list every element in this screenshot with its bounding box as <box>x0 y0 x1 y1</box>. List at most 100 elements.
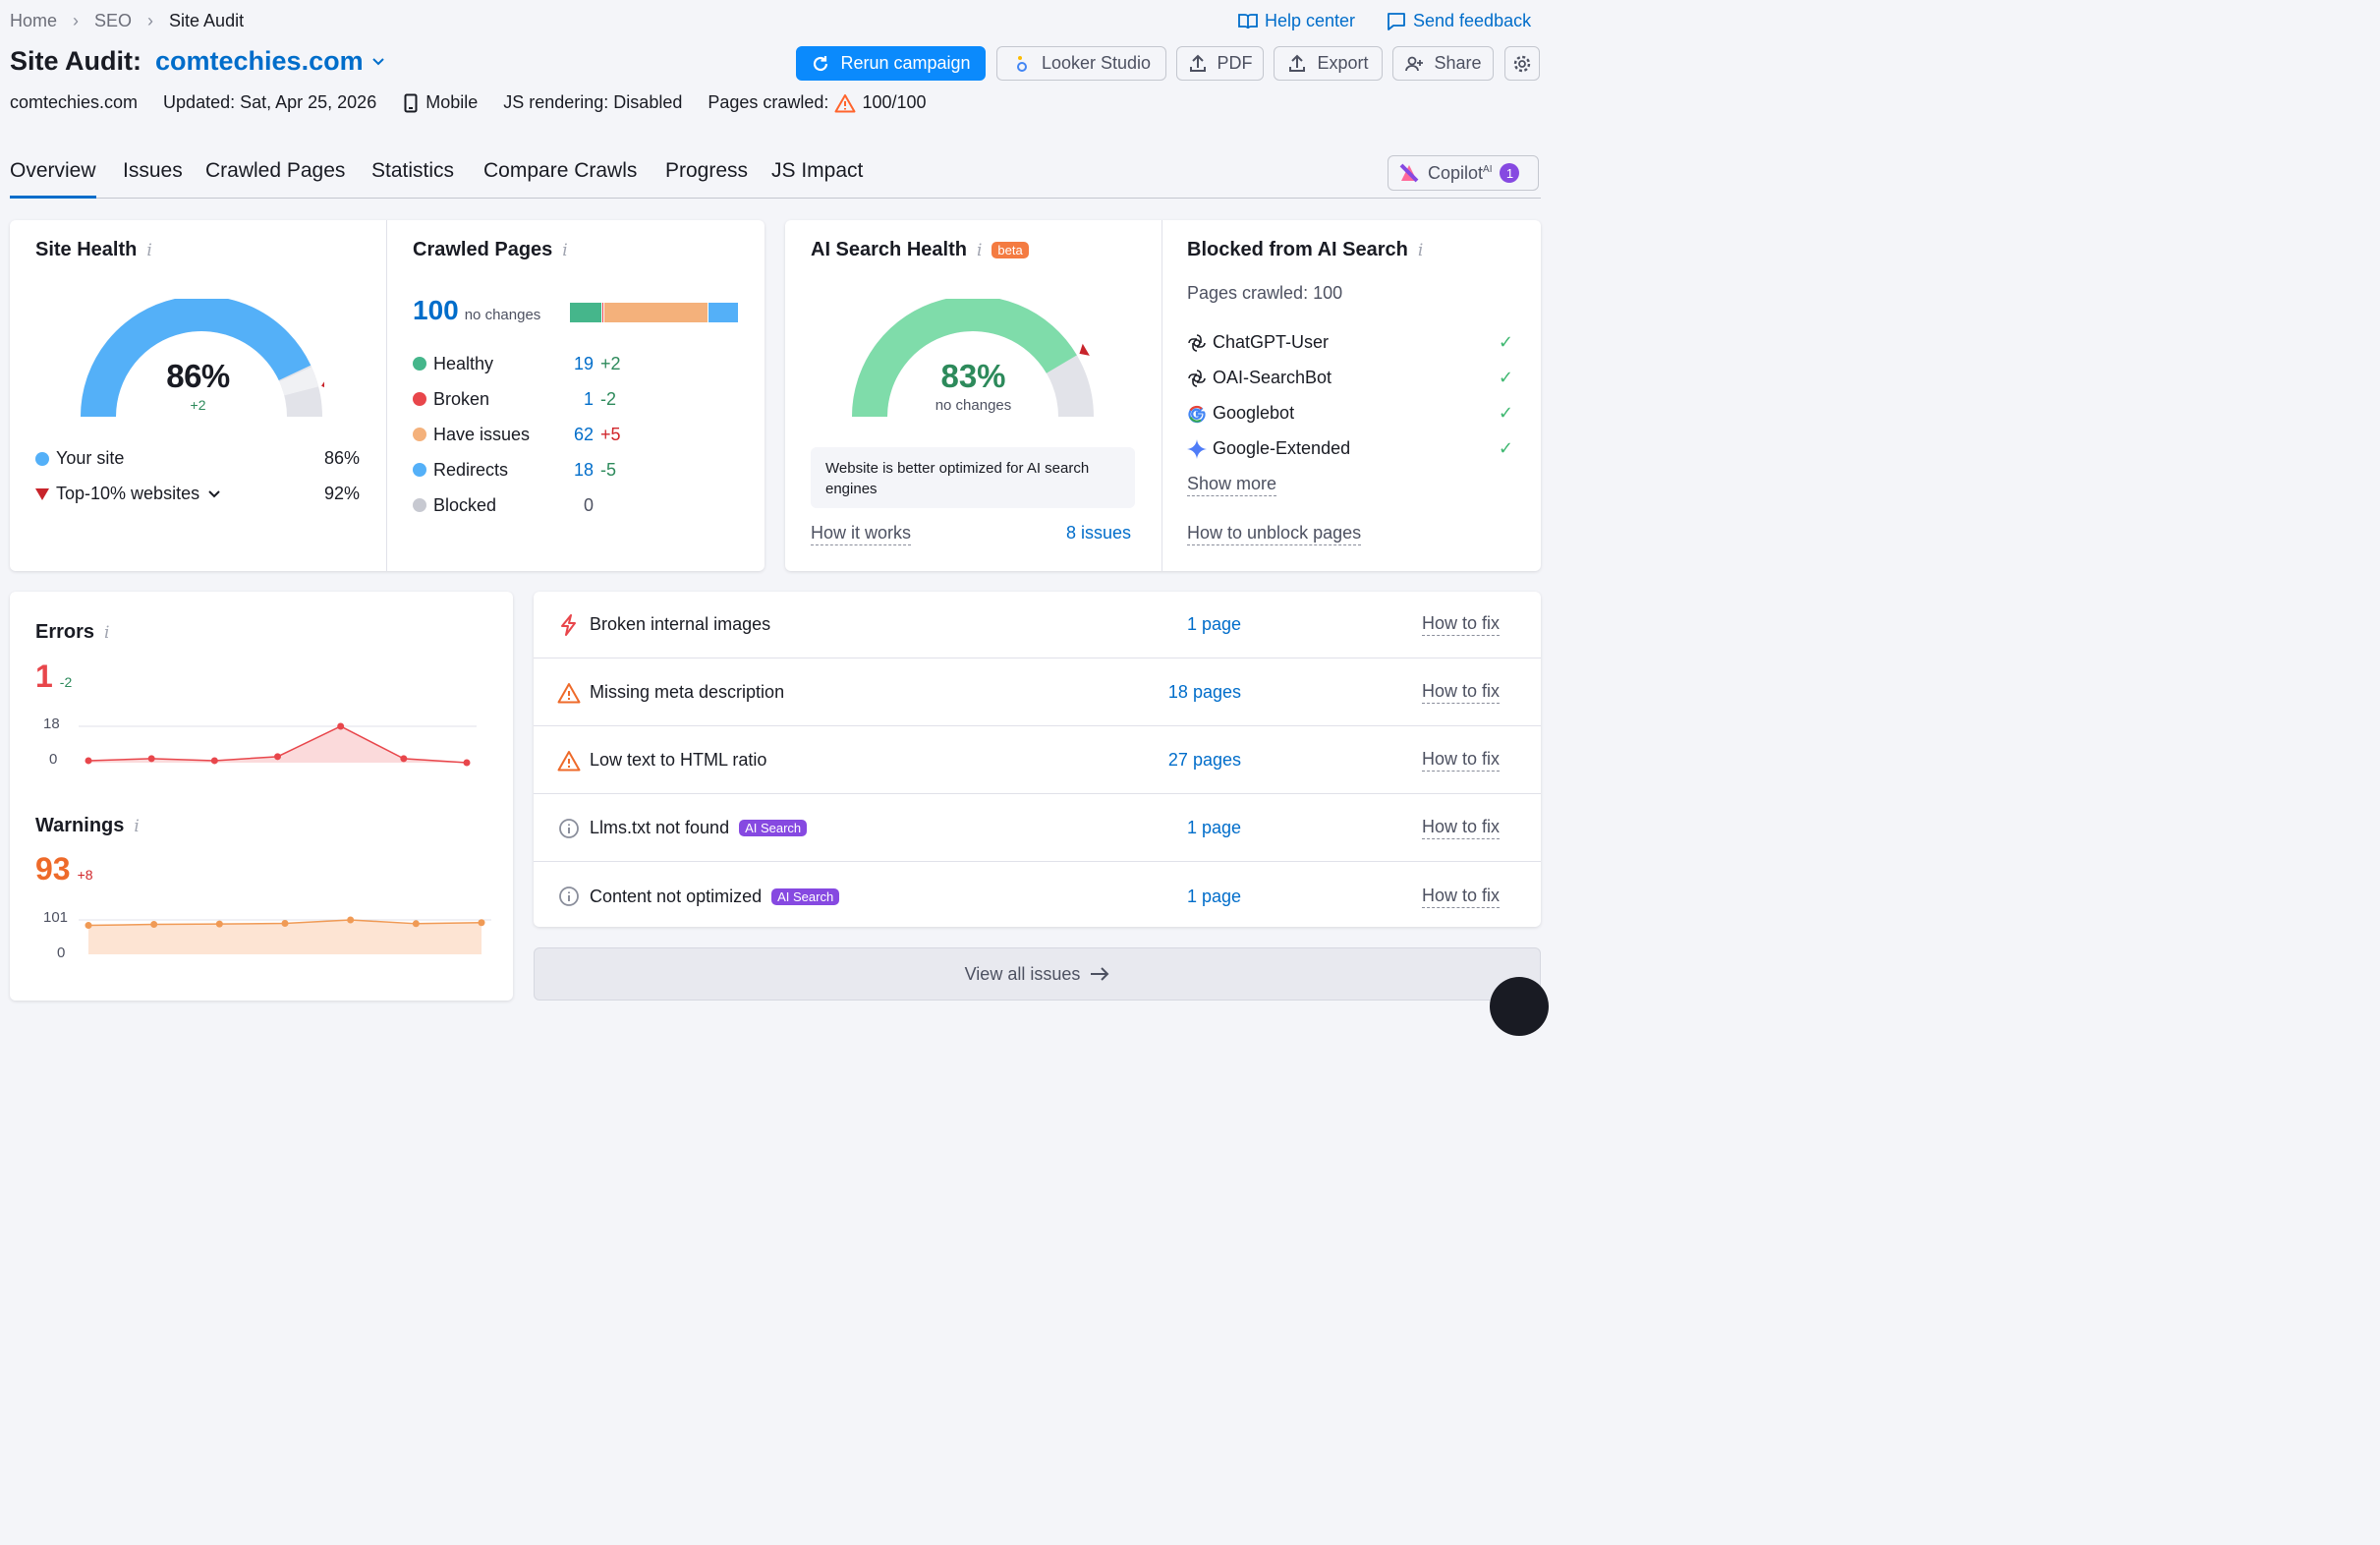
issue-label[interactable]: Missing meta description <box>590 682 785 702</box>
meta-device-label: Mobile <box>425 92 479 112</box>
show-more-link[interactable]: Show more <box>1187 474 1277 496</box>
errors-value[interactable]: 1 <box>35 658 53 694</box>
legend-dot <box>413 428 426 441</box>
crawled-row-count[interactable]: 1 <box>583 388 594 409</box>
tab-progress[interactable]: Progress <box>665 159 748 199</box>
chat-widget-button[interactable] <box>1490 977 1549 1036</box>
how-to-fix-link[interactable]: How to fix <box>1421 817 1500 839</box>
chart-point[interactable] <box>210 757 218 765</box>
legend-your-site-label: Your site <box>56 448 125 468</box>
how-to-fix-link[interactable]: How to fix <box>1421 886 1500 908</box>
issue-count-link[interactable]: 27 pages <box>1167 750 1241 770</box>
top-issues-card: Broken internal images 1 page How to fix Mi… <box>534 592 1541 927</box>
issue-count-link[interactable]: 1 page <box>1186 614 1241 634</box>
ai-issues-link[interactable]: 8 issues <box>1066 523 1132 543</box>
tab-overview-label: Overview <box>10 159 96 182</box>
pdf-button[interactable]: PDF <box>1176 46 1264 81</box>
share-label: Share <box>1434 53 1482 73</box>
rerun-campaign-button[interactable]: Rerun campaign <box>796 46 986 81</box>
tab-statistics-label: Statistics <box>371 159 455 182</box>
info-icon[interactable]: i <box>562 240 568 260</box>
ai-health-title: AI Search Health i beta <box>811 239 1029 261</box>
domain-name: comtechies.com <box>155 46 364 76</box>
chart-point[interactable] <box>150 921 158 929</box>
chart-point[interactable] <box>85 922 92 930</box>
copilot-button[interactable]: CopilotAI 1 <box>1388 155 1539 191</box>
settings-button[interactable] <box>1504 46 1540 81</box>
breadcrumb-home[interactable]: Home <box>10 11 58 30</box>
warnings-value[interactable]: 93 <box>35 851 71 887</box>
issue-count-link[interactable]: 1 page <box>1186 886 1241 906</box>
chart-point[interactable] <box>281 919 289 927</box>
crawled-row[interactable]: Have issues 62 +5 <box>413 423 621 446</box>
pdf-label: PDF <box>1217 53 1253 73</box>
issue-label[interactable]: Low text to HTML ratio <box>590 750 767 770</box>
copilot-count-badge: 1 <box>1500 163 1520 183</box>
help-center-link[interactable]: Help center <box>1238 11 1355 31</box>
info-icon[interactable]: i <box>104 622 110 643</box>
crawled-row-count[interactable]: 0 <box>583 494 594 515</box>
issue-label[interactable]: Llms.txt not found <box>590 818 730 837</box>
issue-count-link[interactable]: 1 page <box>1186 818 1241 837</box>
unblock-pages-link[interactable]: How to unblock pages <box>1187 523 1362 545</box>
tab-crawled-pages[interactable]: Crawled Pages <box>205 159 345 199</box>
crawled-bar-segment <box>603 303 708 322</box>
warning-icon <box>557 682 581 703</box>
info-circle-icon <box>559 887 579 906</box>
how-to-fix-link[interactable]: How to fix <box>1421 749 1500 772</box>
chart-point[interactable] <box>274 753 281 761</box>
how-to-fix-link[interactable]: How to fix <box>1421 681 1500 704</box>
crawled-row-count[interactable]: 18 <box>573 459 594 480</box>
looker-studio-button[interactable]: Looker Studio <box>996 46 1166 81</box>
export-button[interactable]: Export <box>1274 46 1383 81</box>
chart-point[interactable] <box>147 755 155 763</box>
chart-point[interactable] <box>337 722 345 730</box>
domain-selector[interactable]: comtechies.com <box>155 46 385 77</box>
chart-point[interactable] <box>347 916 355 924</box>
send-feedback-link[interactable]: Send feedback <box>1387 11 1531 31</box>
tab-issues[interactable]: Issues <box>123 159 183 199</box>
send-feedback-label: Send feedback <box>1413 11 1532 30</box>
crawled-row[interactable]: Blocked 0 <box>413 493 600 517</box>
crawled-row[interactable]: Redirects 18 -5 <box>413 458 616 482</box>
chart-point[interactable] <box>400 755 408 763</box>
page-title-label: Site Audit: <box>10 46 142 76</box>
chart-point[interactable] <box>478 919 485 927</box>
how-it-works-link[interactable]: How it works <box>811 523 912 545</box>
view-all-issues-button[interactable]: View all issues <box>534 947 1541 1001</box>
ai-health-note: no changes <box>935 397 1012 414</box>
issue-label[interactable]: Content not optimized <box>590 886 763 906</box>
google-icon <box>1188 405 1206 423</box>
info-icon[interactable]: i <box>134 816 140 836</box>
info-icon[interactable]: i <box>1417 240 1424 260</box>
tab-compare-crawls[interactable]: Compare Crawls <box>483 159 637 199</box>
tab-js-impact[interactable]: JS Impact <box>771 159 863 199</box>
breadcrumb-seo[interactable]: SEO <box>94 11 133 30</box>
crawled-row[interactable]: Healthy 19 +2 <box>413 352 621 375</box>
issue-row: Broken internal images 1 page How to fix <box>534 592 1541 658</box>
legend-top-10[interactable]: Top-10% websites 92% <box>35 484 360 504</box>
info-circle-icon <box>559 818 579 838</box>
chart-point[interactable] <box>412 920 420 928</box>
tab-statistics[interactable]: Statistics <box>371 159 454 199</box>
share-button[interactable]: Share <box>1392 46 1494 81</box>
tab-overview[interactable]: Overview <box>10 159 96 199</box>
chart-point[interactable] <box>463 759 471 767</box>
site-health-gauge <box>81 299 324 418</box>
crawled-row-count[interactable]: 62 <box>573 424 594 444</box>
info-icon[interactable]: i <box>146 240 152 260</box>
crawled-total-value[interactable]: 100 <box>413 295 459 325</box>
crawled-row-label: Broken <box>433 388 490 409</box>
issue-count-link[interactable]: 18 pages <box>1167 682 1241 702</box>
how-to-fix-link[interactable]: How to fix <box>1421 613 1500 636</box>
info-icon[interactable]: i <box>976 240 983 260</box>
openai-icon <box>1188 369 1206 387</box>
issue-label[interactable]: Broken internal images <box>590 614 771 634</box>
chart-point[interactable] <box>85 757 92 765</box>
chart-point[interactable] <box>215 920 223 928</box>
legend-top-10-label: Top-10% websites <box>56 484 200 503</box>
crawled-pages-title-label: Crawled Pages <box>413 239 553 260</box>
crawled-row[interactable]: Broken 1 -2 <box>413 387 616 411</box>
crawled-row-count[interactable]: 19 <box>573 353 594 373</box>
crawled-total: 100 no changes <box>413 295 540 326</box>
